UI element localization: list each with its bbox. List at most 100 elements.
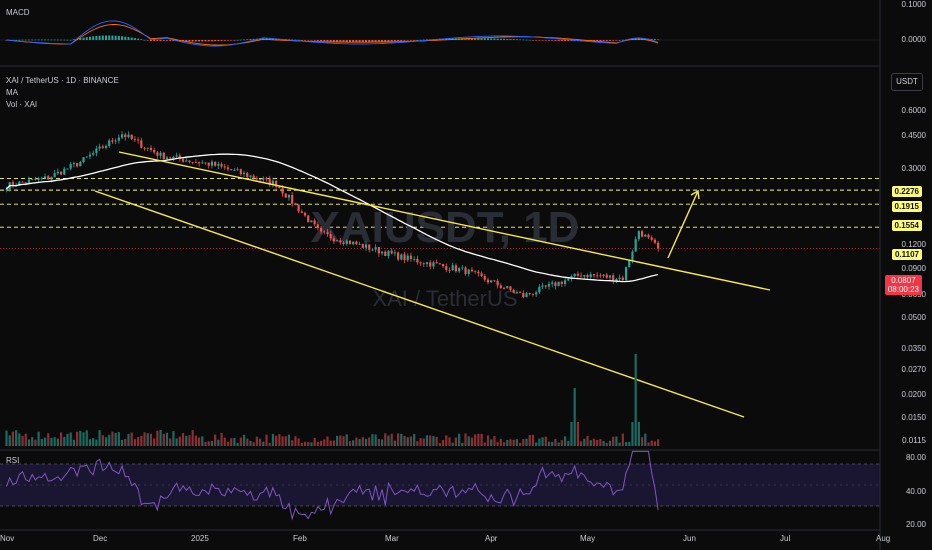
candle-body bbox=[242, 172, 246, 174]
volume-bar bbox=[441, 440, 445, 446]
macd-histogram-bar bbox=[596, 40, 599, 42]
macd-histogram-bar bbox=[377, 40, 380, 42]
macd-signal-line bbox=[6, 24, 659, 46]
candle-body bbox=[127, 134, 130, 138]
volume-bar bbox=[358, 438, 361, 446]
candle-body bbox=[490, 280, 493, 283]
macd-histogram-bar bbox=[121, 36, 124, 40]
candle-body bbox=[258, 179, 262, 181]
macd-histogram-bar bbox=[445, 38, 448, 40]
macd-histogram-bar bbox=[114, 35, 117, 40]
volume-bar bbox=[599, 439, 602, 446]
macd-histogram-bar bbox=[149, 40, 152, 42]
macd-histogram-bar bbox=[15, 39, 18, 41]
candle-body bbox=[255, 178, 258, 180]
volume-bar bbox=[326, 436, 329, 446]
candle-body bbox=[95, 148, 98, 153]
macd-histogram-bar bbox=[592, 40, 595, 42]
volume-bar bbox=[146, 433, 149, 446]
macd-histogram-bar bbox=[98, 35, 101, 40]
currency-unit-button[interactable]: USDT bbox=[891, 73, 923, 91]
volume-bar bbox=[628, 441, 631, 446]
volume-bar bbox=[329, 440, 332, 446]
candle-body bbox=[528, 293, 531, 295]
candle-body bbox=[445, 266, 448, 271]
volume-bar bbox=[40, 438, 43, 446]
candle-body bbox=[146, 147, 149, 149]
volume-bar bbox=[178, 436, 181, 446]
macd-histogram-bar bbox=[519, 39, 522, 41]
volume-bar bbox=[355, 437, 358, 446]
volume-bar bbox=[188, 435, 191, 446]
candle-body bbox=[50, 177, 53, 180]
macd-histogram-bar bbox=[503, 38, 506, 40]
volume-bar bbox=[573, 388, 576, 446]
volume-bar bbox=[640, 437, 644, 446]
macd-histogram-bar bbox=[69, 39, 72, 41]
volume-bar bbox=[380, 439, 384, 446]
candle-body bbox=[329, 234, 332, 239]
volume-bar bbox=[596, 439, 599, 446]
candle-body bbox=[461, 267, 464, 269]
macd-histogram-bar bbox=[480, 38, 483, 40]
candle-body bbox=[204, 162, 207, 164]
candle-body bbox=[451, 265, 454, 271]
candle-body bbox=[393, 252, 397, 254]
volume-bar bbox=[76, 431, 79, 446]
volume-bar bbox=[342, 436, 345, 446]
volume-bar bbox=[101, 435, 104, 446]
candle-body bbox=[631, 251, 634, 261]
volume-bar bbox=[98, 430, 101, 446]
volume-bar bbox=[345, 434, 348, 446]
candle-body bbox=[493, 280, 496, 282]
candle-body bbox=[217, 164, 220, 166]
candle-body bbox=[509, 286, 512, 290]
volume-bar bbox=[120, 439, 124, 446]
volume-bar bbox=[374, 434, 377, 446]
volume-bar bbox=[239, 437, 242, 446]
candle-body bbox=[323, 231, 326, 233]
volume-bar bbox=[515, 439, 518, 446]
candle-body bbox=[287, 194, 291, 198]
macd-histogram-bar bbox=[554, 40, 557, 41]
volume-bar bbox=[509, 439, 512, 446]
projection-arrow bbox=[667, 190, 699, 259]
candle-body bbox=[198, 162, 201, 164]
candle-body bbox=[560, 281, 563, 285]
volume-bar bbox=[384, 433, 387, 446]
macd-histogram-bar bbox=[137, 38, 140, 40]
macd-histogram-bar bbox=[201, 40, 204, 42]
candle-body bbox=[650, 237, 653, 240]
candle-body bbox=[345, 240, 348, 244]
candle-body bbox=[583, 275, 586, 277]
candle-body bbox=[76, 163, 79, 167]
volume-bar bbox=[602, 441, 605, 446]
volume-bar bbox=[214, 434, 217, 446]
macd-histogram-bar bbox=[326, 40, 329, 42]
macd-histogram-bar bbox=[499, 38, 502, 40]
price-axis-label: 0.6000 bbox=[901, 106, 926, 115]
macd-histogram-bar bbox=[390, 40, 393, 42]
candle-body bbox=[563, 280, 567, 285]
volume-bar bbox=[332, 440, 336, 446]
volume-bar bbox=[377, 438, 380, 446]
candle-body bbox=[313, 220, 316, 225]
volume-bar bbox=[31, 437, 34, 446]
candle-body bbox=[291, 194, 294, 204]
volume-bar bbox=[50, 437, 53, 446]
candle-body bbox=[531, 294, 535, 295]
volume-bar bbox=[300, 442, 303, 446]
macd-histogram-bar bbox=[34, 39, 37, 41]
candle-body bbox=[422, 263, 425, 265]
candle-body bbox=[162, 152, 165, 160]
macd-histogram-bar bbox=[246, 39, 249, 40]
candle-body bbox=[441, 264, 445, 267]
macd-histogram-bar bbox=[24, 39, 27, 41]
candle-body bbox=[284, 193, 287, 198]
volume-bar bbox=[631, 422, 634, 446]
volume-bar bbox=[557, 442, 560, 446]
macd-histogram-bar bbox=[47, 39, 50, 41]
volume-bar bbox=[303, 441, 307, 446]
macd-histogram-bar bbox=[547, 40, 550, 41]
